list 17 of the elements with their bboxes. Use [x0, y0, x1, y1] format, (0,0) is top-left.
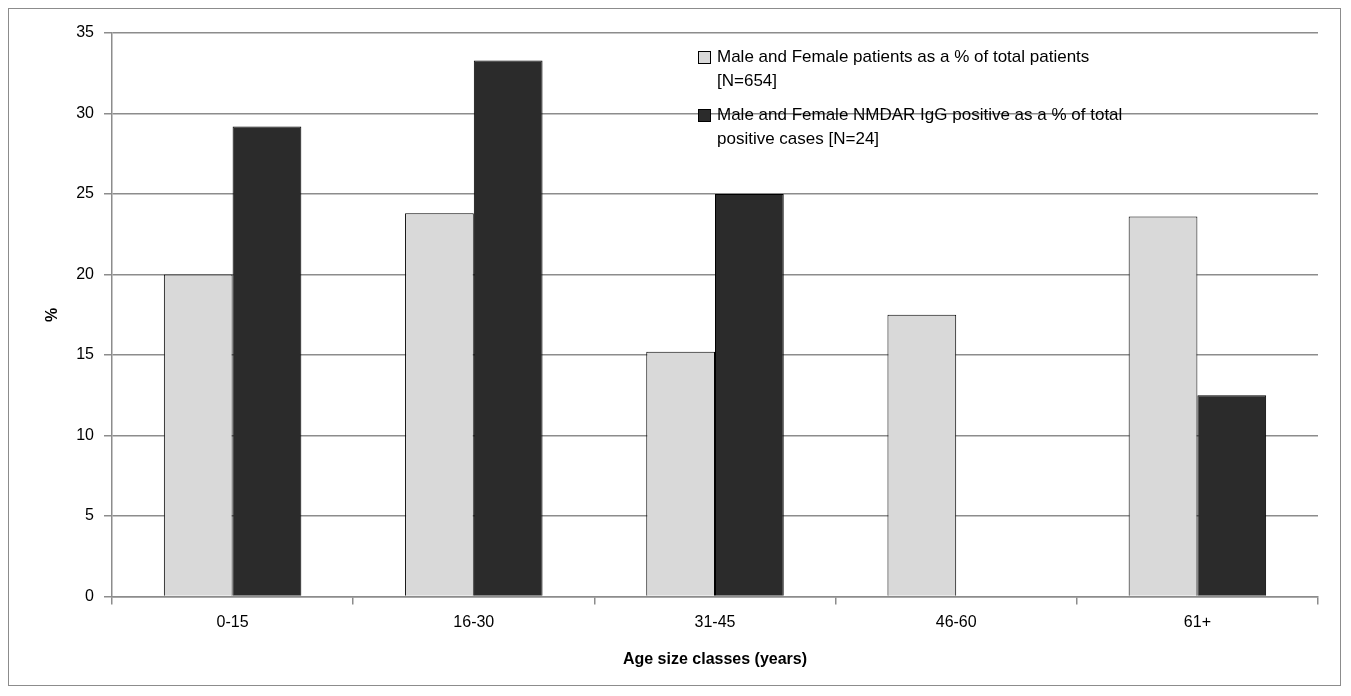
- legend-label: Male and Female patients as a % of total patients [N=654]: [717, 46, 1091, 92]
- y-tick-label: 20: [76, 264, 95, 282]
- x-tick-label: 46-60: [935, 612, 977, 630]
- x-tick-label: 31-45: [694, 612, 736, 630]
- y-tick-label: 5: [85, 506, 95, 524]
- y-tick-label: 30: [76, 103, 95, 121]
- y-axis-title: %: [43, 307, 61, 322]
- y-tick-label: 15: [76, 345, 95, 363]
- y-tick-label: 35: [76, 23, 95, 41]
- y-tick-label: 10: [76, 425, 95, 443]
- y-tick-label: 0: [85, 587, 95, 605]
- x-tick-label: 0-15: [216, 612, 249, 630]
- y-tick-label: 25: [76, 184, 95, 202]
- x-axis-title: Age size classes (years): [622, 649, 808, 667]
- legend-label: Male and Female NMDAR IgG positive as a % of total positive cases [N=24]: [717, 104, 1124, 150]
- x-tick-label: 16-30: [453, 612, 495, 630]
- x-tick-label: 61+: [1183, 612, 1211, 630]
